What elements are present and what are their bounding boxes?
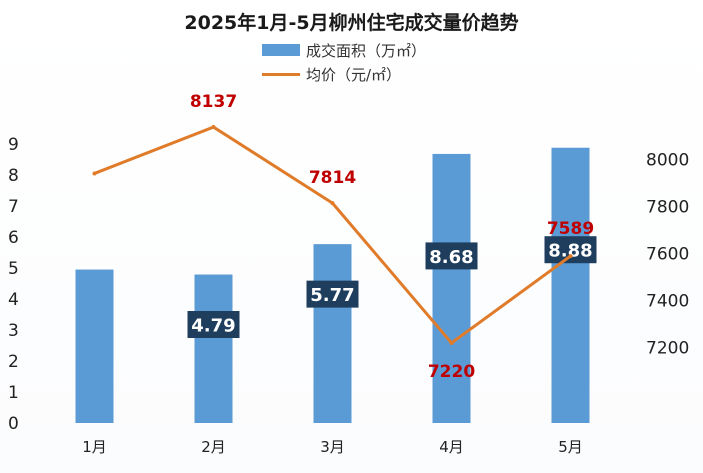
y-left-tick-5: 5	[8, 259, 19, 279]
bar-label-box-4	[544, 236, 597, 264]
bar-3	[432, 153, 471, 424]
legend-item-price: 均价（元/㎡）	[262, 62, 426, 86]
y-left-tick-1: 1	[8, 383, 19, 403]
y-left-tick-7: 7	[8, 197, 19, 217]
price-point-3	[449, 340, 454, 345]
y-right-tick-4: 8000	[646, 150, 689, 170]
price-point-2	[330, 201, 335, 206]
y-left-tick-3: 3	[8, 321, 19, 341]
price-point-4	[568, 254, 573, 259]
y-left-tick-4: 4	[8, 290, 19, 310]
y-left-tick-6: 6	[8, 228, 19, 248]
legend-swatch-line	[262, 72, 300, 76]
bar-0	[75, 269, 114, 423]
y-right-tick-2: 7600	[646, 244, 689, 264]
bar-label-box-1	[187, 311, 240, 339]
bar-label-box-3	[425, 242, 478, 270]
x-category-1: 2月	[201, 438, 226, 456]
bar-label-3: 8.68	[429, 247, 473, 268]
bar-1	[194, 274, 233, 423]
legend-item-area: 成交面积（万㎡）	[262, 38, 426, 62]
bar-2	[313, 244, 352, 423]
y-right-tick-3: 7800	[646, 197, 689, 217]
x-category-3: 4月	[439, 438, 464, 456]
x-category-0: 1月	[82, 438, 107, 456]
y-left-tick-8: 8	[8, 166, 19, 186]
x-category-2: 3月	[320, 438, 345, 456]
chart-title: 2025年1月-5月柳州住宅成交量价趋势	[184, 12, 519, 34]
price-label-4: 7589	[547, 219, 594, 239]
y-left-tick-0: 0	[8, 414, 19, 434]
bar-label-2: 5.77	[310, 285, 354, 306]
x-category-4: 5月	[558, 438, 583, 456]
bar-4	[551, 147, 590, 423]
legend-label-price: 均价（元/㎡）	[306, 65, 402, 84]
price-label-1: 8137	[190, 92, 237, 112]
y-left-tick-9: 9	[8, 135, 19, 155]
price-point-0	[92, 171, 97, 176]
legend: 成交面积（万㎡） 均价（元/㎡）	[262, 38, 426, 86]
bar-label-1: 4.79	[191, 316, 235, 337]
legend-swatch-bar	[262, 44, 300, 56]
price-label-2: 7814	[309, 168, 356, 188]
price-label-3: 7220	[428, 362, 475, 382]
legend-label-area: 成交面积（万㎡）	[306, 41, 427, 60]
price-point-1	[211, 125, 216, 130]
bar-label-4: 8.88	[548, 241, 592, 262]
bar-label-box-2	[306, 280, 359, 308]
y-right-tick-0: 7200	[646, 339, 689, 359]
y-left-tick-2: 2	[8, 352, 19, 372]
y-right-tick-1: 7400	[646, 292, 689, 312]
